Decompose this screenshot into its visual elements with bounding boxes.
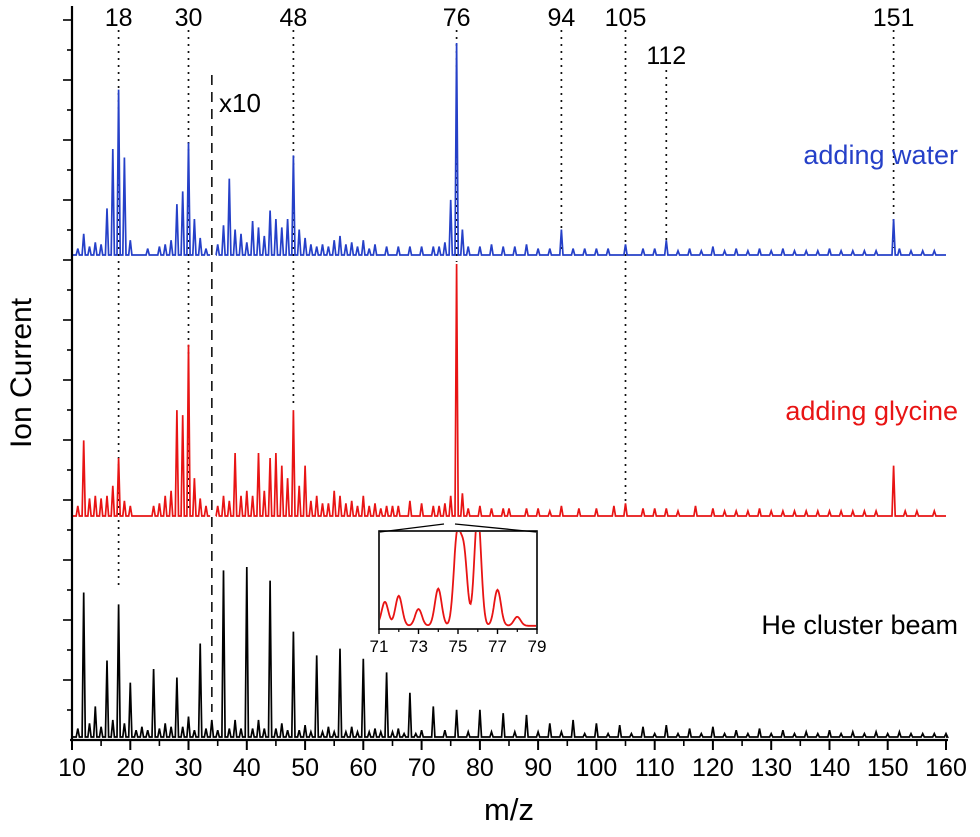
inset-tick-label: 79 [528,637,547,656]
trace-He-cluster-beam [72,566,949,738]
guide-label-mz-30: 30 [175,4,203,32]
guide-label-mz-18: 18 [105,4,133,32]
x-tick-label: 50 [291,754,319,782]
x-tick-label: 160 [925,754,967,782]
inset-trace-adding-glycine [380,532,536,627]
guide-label-mz-76: 76 [443,4,471,32]
guide-label-mz-94: 94 [547,4,575,32]
x-tick-label: 120 [692,754,734,782]
inset-tick-label: 75 [449,637,468,656]
trace-adding-water-seg1 [72,89,211,256]
x-tick-label: 140 [809,754,851,782]
scale-factor-label: x10 [219,88,261,118]
x-tick-label: 100 [576,754,618,782]
guide-label-mz-105: 105 [605,4,647,32]
x-tick-label: 40 [233,754,261,782]
inset-connector-1 [379,523,445,533]
x-axis-label: m/z [484,792,534,827]
inset-box [378,530,538,630]
guide-label-mz-48: 48 [279,4,307,32]
x-tick-label: 60 [349,754,377,782]
x-tick-label: 130 [750,754,792,782]
series-label-he-cluster-beam: He cluster beam [761,610,958,640]
x-tick-label: 90 [524,754,552,782]
x-tick-label: 150 [867,754,909,782]
y-axis-label: Ion Current [5,297,38,449]
inset-tick-label: 71 [370,637,389,656]
series-label-adding-water: adding water [803,140,958,170]
series-label-adding-glycine: adding glycine [785,396,958,426]
inset-tick-label: 73 [409,637,428,656]
x-tick-label: 110 [635,754,675,782]
trace-adding-glycine-seg2 [215,263,946,517]
x-tick-label: 70 [408,754,436,782]
inset-connector-2 [454,523,537,533]
x-tick-label: 10 [58,754,86,782]
inset-tick-label: 77 [488,637,507,656]
guide-label-mz-151: 151 [873,4,915,32]
trace-adding-water-seg2 [215,42,946,256]
x-tick-label: 20 [116,754,144,782]
x-tick-label: 30 [175,754,203,782]
x-tick-label: 80 [466,754,494,782]
trace-adding-glycine-seg1 [72,344,211,517]
guide-label-mz-112: 112 [646,42,686,70]
